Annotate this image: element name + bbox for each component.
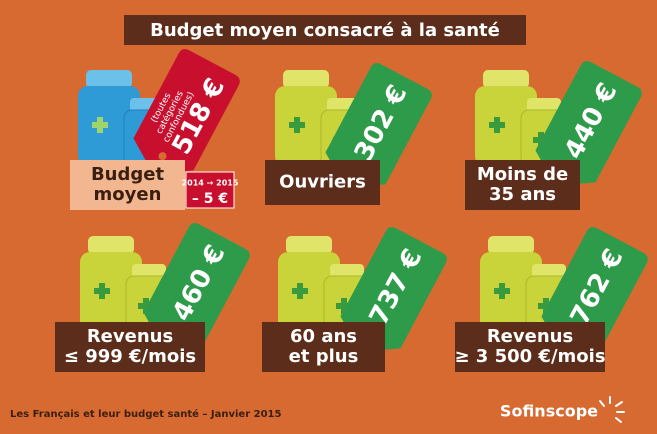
cross [494,117,500,133]
cross [543,298,549,314]
bottle-cap [283,70,329,88]
tag-shape [143,223,250,348]
source: Les Français et leur budget santé – Janv… [10,408,281,420]
label: Moins de [477,164,568,185]
cross [99,283,105,299]
label-box [465,160,580,210]
label: Budget [91,164,165,185]
label-box [262,322,385,372]
change: – 5 € [192,191,228,207]
cross [499,283,505,299]
bottle-cap [483,70,529,88]
label: Revenus [487,326,573,347]
label: moyen [94,184,162,205]
label-box [265,160,380,205]
label-box [70,160,185,210]
bottle-cap [330,264,364,278]
label: Ouvriers [279,172,366,193]
tag-shape [133,49,240,174]
label-box [55,322,205,372]
tag-shape [325,63,432,188]
change-box [185,171,235,209]
bottle-cap [527,98,561,112]
change-period: 2014 → 2015 [182,179,239,188]
tag-shape [541,227,648,352]
bottle-cap [86,70,132,88]
bottle-cap [532,264,566,278]
title: Budget moyen consacré à la santé [150,20,500,41]
bottle-cap [88,236,134,254]
cross [97,117,103,133]
cross [143,298,149,314]
price-tag: 460 € [143,223,250,348]
tag-shape [340,227,447,352]
label-box [455,322,605,372]
label: Revenus [87,326,173,347]
brand-logo [599,396,625,423]
label: ≤ 999 €/mois [64,346,196,367]
label: et plus [289,346,359,367]
tag-hole [158,152,167,161]
cross [294,117,300,133]
label: ≥ 3 500 €/mois [454,346,605,367]
tag-shape [535,61,642,186]
price-tag: 302 € [325,63,432,188]
title-box [124,15,526,45]
label: 60 ans [290,326,357,347]
bottle-cap [286,236,332,254]
bottle-cap [488,236,534,254]
brand: Sofinscope [500,402,598,421]
label: 35 ans [489,184,556,205]
cross [297,283,303,299]
bottle-cap [132,264,166,278]
cross [341,298,347,314]
